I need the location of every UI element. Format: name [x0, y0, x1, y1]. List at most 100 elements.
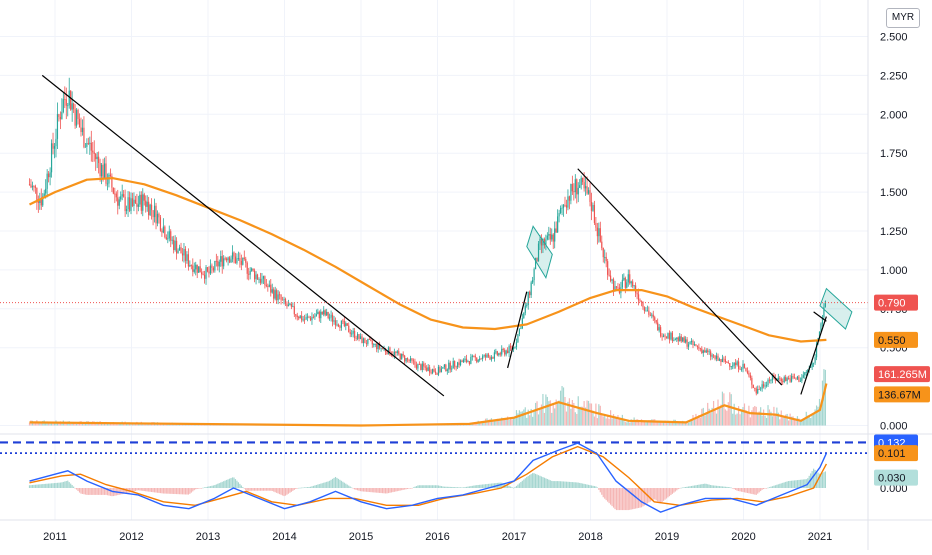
macd-histogram-bar	[737, 488, 738, 491]
macd-histogram-bar	[707, 484, 708, 488]
candle-body	[704, 350, 705, 352]
macd-histogram-bar	[217, 484, 218, 488]
date-tick-label: 2017	[502, 531, 526, 543]
macd-histogram-bar	[429, 485, 430, 488]
macd-histogram-bar	[561, 481, 562, 488]
candle-body	[548, 234, 549, 236]
candle-body	[61, 112, 62, 119]
candle-body	[739, 369, 740, 370]
macd-histogram-bar	[722, 486, 723, 488]
macd-histogram-bar	[330, 480, 331, 488]
macd-histogram-bar	[147, 488, 148, 491]
candle-body	[161, 231, 162, 233]
macd-histogram-bar	[148, 488, 149, 492]
macd-histogram-bar	[788, 481, 789, 488]
macd-histogram-bar	[632, 488, 633, 509]
macd-histogram-bar	[251, 488, 252, 491]
candle-body	[77, 110, 78, 119]
macd-histogram-bar	[263, 488, 264, 491]
candle-body	[722, 359, 723, 362]
macd-histogram-bar	[553, 481, 554, 488]
candle-body	[485, 355, 486, 358]
macd-histogram-bar	[670, 488, 671, 495]
candle-body	[214, 261, 215, 271]
macd-histogram-bar	[541, 476, 542, 488]
candle-body	[423, 364, 424, 367]
currency-button[interactable]: MYR	[886, 8, 920, 28]
volume-bar	[539, 408, 540, 425]
candle-body	[280, 295, 281, 300]
candle-body	[436, 373, 437, 374]
price-tick-label: 2.500	[880, 32, 908, 44]
candle-body	[57, 114, 58, 139]
macd-histogram-bar	[172, 488, 173, 494]
macd-histogram-bar	[728, 487, 729, 488]
candle-body	[310, 318, 311, 320]
candle-body	[591, 202, 592, 211]
candle-body	[650, 315, 651, 316]
volume-bar	[756, 407, 757, 426]
volume-bar	[616, 418, 617, 425]
candle-body	[625, 278, 626, 288]
volume-bar	[763, 409, 764, 425]
candle-body	[569, 196, 570, 200]
volume-bar	[534, 410, 535, 425]
macd-histogram-bar	[138, 488, 139, 490]
macd-histogram-bar	[591, 485, 592, 488]
macd-histogram-bar	[666, 488, 667, 499]
macd-histogram-bar	[691, 486, 692, 488]
macd-histogram-bar	[32, 485, 33, 488]
macd-histogram-bar	[581, 483, 582, 488]
candle-body	[92, 151, 93, 153]
volume-bar	[744, 403, 745, 425]
macd-histogram-bar	[317, 485, 318, 488]
candle-body	[798, 377, 799, 382]
candle-body	[497, 351, 498, 355]
macd-histogram-bar	[554, 481, 555, 488]
macd-histogram-bar	[267, 488, 268, 491]
volume-bar	[588, 401, 589, 426]
candle-body	[813, 363, 814, 364]
volume-bar	[781, 410, 782, 425]
candle-body	[770, 380, 771, 381]
macd-histogram-bar	[413, 487, 414, 488]
candle-body	[329, 318, 330, 319]
volume-bar	[714, 409, 715, 426]
candle-body	[344, 321, 345, 326]
candle-body	[472, 356, 473, 357]
macd-histogram-bar	[151, 488, 152, 492]
volume-bar	[731, 394, 732, 425]
macd-histogram-bar	[233, 477, 234, 488]
macd-histogram-bar	[154, 488, 155, 492]
candle-body	[248, 274, 249, 275]
candle-body	[454, 361, 455, 367]
macd-histogram-bar	[363, 488, 364, 492]
price-tick-label: 0.000	[880, 421, 908, 433]
macd-histogram-bar	[458, 487, 459, 488]
date-tick-label: 2011	[43, 531, 67, 543]
candle-body	[684, 337, 685, 342]
macd-histogram-bar	[667, 488, 668, 497]
candle-body	[691, 341, 692, 342]
macd-histogram-bar	[438, 485, 439, 488]
candle-body	[114, 194, 115, 195]
volume-bar	[663, 423, 664, 426]
macd-histogram-bar	[529, 475, 530, 488]
candle-body	[679, 336, 680, 341]
volume-bar	[729, 392, 730, 425]
volume-bar	[601, 414, 602, 425]
candle-body	[330, 315, 331, 318]
volume-bar	[804, 419, 805, 425]
macd-histogram-bar	[423, 485, 424, 488]
macd-histogram-bar	[38, 484, 39, 488]
candle-body	[276, 290, 277, 300]
candle-body	[150, 205, 151, 215]
candle-body	[750, 375, 751, 378]
candle-body	[326, 312, 327, 315]
volume-bar	[511, 419, 512, 425]
candle-body	[648, 311, 649, 315]
macd-histogram-bar	[354, 488, 355, 489]
candle-body	[431, 372, 432, 373]
candle-body	[657, 323, 658, 331]
